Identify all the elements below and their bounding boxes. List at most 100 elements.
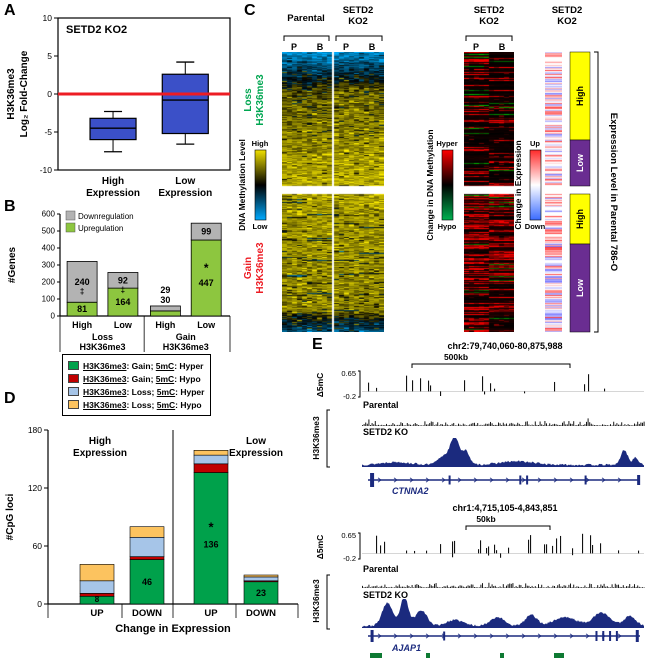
signal-bar [624,587,626,588]
signal-bar [432,586,434,588]
dagger-marker: ‡ [121,285,125,294]
signal-bar [398,424,400,426]
signal-bar [363,424,365,426]
signal-bar [494,424,496,426]
signal-bar [446,585,448,588]
signal-bar [504,424,506,426]
y-tick-label: 300 [42,261,56,270]
signal-bar [482,583,483,588]
signal-bar [418,584,419,588]
hm2-col-b: B [499,42,506,52]
signal-bar [405,425,407,426]
chart-title: SETD2 KO2 [66,24,127,36]
hm1-col-b2: B [369,42,376,52]
exon [602,631,605,641]
cpg-islands-track [370,653,564,658]
signal-bar [373,424,375,426]
signal-bar [637,585,639,588]
cpg-island [500,653,504,658]
legend-swatch [65,210,76,221]
hm2-ko2-header: KO2 [479,16,499,27]
y-tick-label: 0 [51,312,56,321]
signal-bar [603,424,605,426]
signal-bar [512,583,514,588]
signal-bar [402,423,403,426]
signal-bar [627,424,629,426]
signal-bar [502,422,504,426]
direction-chevron [553,477,558,483]
exon [595,631,598,641]
x-cat-label: Expression [86,188,140,199]
signal-bar [384,584,386,588]
signal-bar [530,587,531,588]
scale-bar-1-label: 500kb [444,352,468,362]
dmc-bar-down [488,553,490,556]
dmc-track-2 [362,533,644,558]
signal-bar [533,587,535,588]
signal-bar [621,587,623,588]
box-0 [89,117,137,141]
dmc-bar [494,544,496,554]
signal-bar [400,586,402,588]
signal-bar [486,423,488,426]
signal-bar [571,423,573,426]
change-dna-methylation-label: Change in DNA Methylation [425,129,435,240]
direction-chevron [393,477,398,483]
dmc-bar [488,546,490,554]
signal-bar [424,421,426,426]
signal-bar [378,424,379,426]
signal-bar [480,424,482,426]
bar-upregulation-2 [149,310,181,317]
dmc-bar [452,541,454,554]
signal-bar [555,587,557,588]
signal-bar [600,584,602,588]
signal-bar [496,424,498,426]
hm2-col-p: P [473,42,479,52]
signal-bar [493,425,495,426]
signal-bar [568,584,570,588]
signal-bar [642,587,643,588]
dmc-bar [440,544,442,554]
signal-bar [451,585,453,588]
signal-bar [542,425,544,426]
panel-d-label: D [4,390,16,407]
signal-bar [539,421,541,426]
signal-bar [379,425,381,426]
bar-seg-2 [193,463,229,473]
signal-bar [438,587,440,588]
signal-bar [634,584,635,588]
signal-bar [373,586,375,588]
signal-bar [418,425,419,426]
signal-bar [642,422,643,426]
panel-a-label: A [4,2,16,19]
signal-bar [581,425,583,426]
dmc-bar-down [524,391,526,394]
gain-label-line2: H3K36me3 [255,242,266,294]
group-label: Loss [92,332,113,342]
direction-chevron [505,633,510,639]
y-tick-label: 500 [42,227,56,236]
signal-bar [638,586,640,588]
y-tick-label: 400 [42,244,56,253]
signal-bar [454,425,456,426]
signal-bar [426,587,427,588]
signal-bar [571,587,573,588]
signal-bar [520,585,522,588]
y-tick-label: 200 [42,278,56,287]
dmc-bar-down [452,553,454,558]
signal-bar [550,424,552,426]
bar-seg-3 [243,574,279,578]
methylation-colorbar [254,149,267,221]
signal-bar [434,583,435,588]
exon [615,631,618,641]
dna-methylation-level-label: DNA Methylation Level [237,139,247,231]
signal-bar [461,585,463,588]
h3k36me3-axis-1-label: H3K36me3 [311,416,321,460]
signal-bar [411,425,413,426]
direction-chevron [585,633,590,639]
signal-bar [525,583,527,588]
panel-c-label: C [244,2,256,19]
scale-bar-1 [411,363,571,368]
signal-bar [605,424,607,426]
signal-bar [629,584,631,588]
